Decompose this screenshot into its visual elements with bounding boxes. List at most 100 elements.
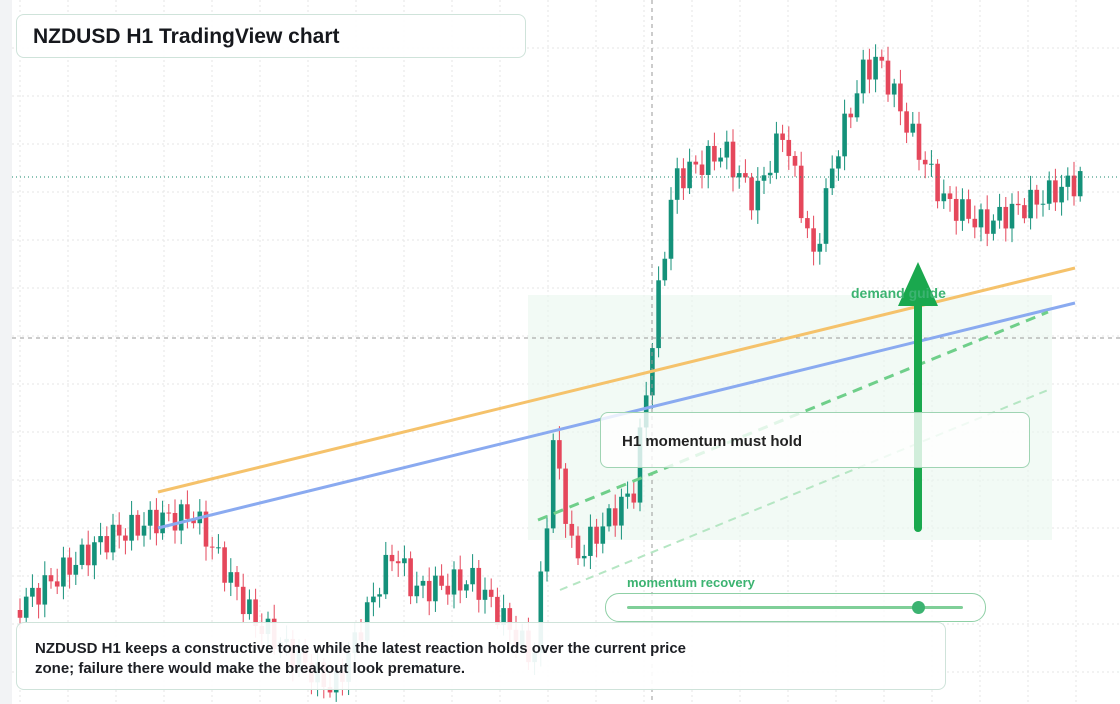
candle-body: [594, 526, 599, 544]
candle-body: [736, 173, 742, 178]
candle-body: [898, 83, 903, 112]
left-edge: [0, 0, 12, 704]
candle-body: [1003, 206, 1009, 229]
candle-body: [631, 493, 637, 503]
candle-body: [600, 526, 606, 544]
candle-body: [780, 133, 785, 140]
title: NZDUSD H1 TradingView chart: [16, 14, 526, 58]
candle-body: [774, 133, 779, 173]
candle-body: [978, 209, 984, 228]
candle-body: [464, 584, 469, 591]
candle-body: [749, 177, 754, 211]
candle-body: [36, 587, 41, 605]
candle-body: [916, 123, 922, 160]
candle-body: [674, 168, 680, 200]
candle-body: [569, 523, 575, 536]
candle-body: [433, 575, 438, 602]
slider-label: momentum recovery: [627, 575, 755, 590]
candle-body: [767, 172, 773, 176]
candle-body: [395, 561, 401, 564]
candle-body: [693, 161, 699, 165]
candle-body: [699, 164, 705, 175]
candle-body: [798, 165, 804, 219]
candle-body: [984, 209, 990, 234]
candle-body: [544, 528, 550, 572]
candle-body: [79, 544, 85, 565]
candle-body: [116, 524, 122, 536]
candle-body: [488, 589, 494, 597]
candle-body: [54, 581, 60, 587]
candle-body: [73, 564, 79, 575]
candle-body: [885, 60, 891, 95]
candle-body: [1077, 171, 1083, 197]
candle-body: [941, 193, 947, 202]
candle-body: [414, 585, 420, 597]
candle-body: [203, 511, 209, 547]
candle-body: [867, 59, 872, 80]
candle-body: [619, 496, 624, 526]
slider[interactable]: [605, 593, 986, 622]
candle-body: [371, 596, 376, 603]
zone-label: demand guide: [851, 285, 946, 301]
candle-body: [42, 575, 48, 605]
candle-body: [67, 557, 72, 575]
candle-body: [557, 440, 562, 469]
candle-body: [426, 580, 432, 602]
candle-body: [755, 180, 761, 211]
candle-body: [606, 508, 612, 527]
candle-body: [687, 161, 692, 189]
caption: NZDUSD H1 keeps a constructive tone whil…: [16, 622, 946, 690]
candle-body: [17, 610, 23, 618]
candle-body: [30, 587, 35, 597]
candle-body: [135, 514, 141, 536]
candle-body: [991, 220, 996, 234]
candle-body: [612, 508, 618, 526]
candle-body: [705, 145, 711, 175]
candle-body: [910, 123, 916, 133]
candle-body: [1059, 186, 1064, 203]
candle-body: [829, 168, 835, 189]
candle-body: [743, 173, 748, 178]
candle-body: [681, 168, 686, 189]
candle-body: [209, 546, 215, 548]
candle-body: [247, 599, 252, 615]
candle-body: [476, 567, 482, 600]
candle-body: [842, 113, 847, 157]
candle-body: [160, 512, 165, 534]
candle-body: [501, 608, 506, 626]
candle-body: [904, 111, 909, 133]
candle-body: [129, 514, 134, 541]
candle-body: [960, 199, 965, 221]
candle-body: [222, 547, 227, 583]
candle-body: [817, 243, 823, 252]
candle-body: [457, 569, 463, 591]
candle-body: [1053, 180, 1058, 203]
candle-body: [761, 175, 767, 181]
candle-body: [588, 526, 593, 556]
candle-body: [470, 567, 475, 585]
candle-body: [1015, 203, 1021, 206]
candle-body: [1046, 180, 1052, 204]
candle-body: [550, 440, 556, 529]
candle-body: [953, 198, 959, 221]
candle-body: [854, 93, 860, 118]
candle-body: [191, 518, 196, 524]
candle-body: [805, 218, 810, 229]
candle-body: [253, 599, 258, 627]
candle-body: [929, 163, 934, 165]
candle-body: [848, 113, 854, 118]
candle-body: [718, 157, 723, 162]
candle-body: [972, 218, 978, 228]
candle-body: [1009, 203, 1015, 229]
candle-body: [383, 554, 389, 595]
candle-body: [1040, 203, 1046, 205]
candle-body: [575, 535, 581, 559]
candle-body: [1022, 205, 1027, 219]
slider-knob[interactable]: [912, 601, 925, 614]
candle-body: [389, 554, 395, 562]
candle-body: [581, 555, 587, 559]
candle-body: [724, 141, 730, 158]
candle-body: [860, 59, 866, 94]
candle-body: [123, 535, 128, 541]
